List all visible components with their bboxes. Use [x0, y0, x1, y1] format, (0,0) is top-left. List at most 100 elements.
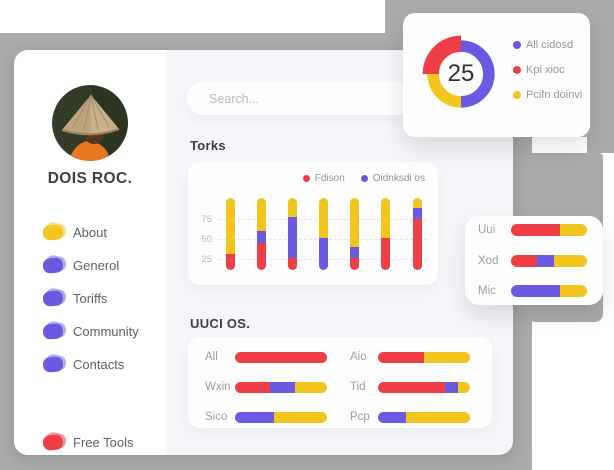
torks-legend: Fdison Oidnksdi os [302, 173, 425, 184]
stat-row: Sico [205, 411, 327, 423]
blob-icon [42, 287, 68, 307]
legend-label: All cidosd [526, 39, 574, 51]
stacked-bar [511, 224, 587, 236]
stacked-bar [511, 254, 587, 267]
torks-section-title: Torks [190, 138, 226, 153]
bar-segment-yellow [559, 224, 587, 236]
sidebar-item-label: Toriffs [73, 291, 108, 306]
blob-icon [42, 353, 68, 373]
stat-row-label: Wxin [205, 381, 231, 393]
y-axis-tick: 50 [201, 234, 212, 245]
donut-legend: All cidosd Kpi xioc Pcifn doinvi [513, 39, 582, 101]
bar-segment-purple [511, 285, 560, 297]
stacked-bar [235, 351, 327, 363]
bar-segment-purple [445, 381, 459, 393]
legend-item: Oidnksdi os [360, 173, 425, 184]
blob-icon [42, 221, 68, 241]
stat-row: Mic [478, 285, 590, 297]
bar-segment-yellow [350, 198, 360, 247]
stacked-bar [287, 198, 297, 270]
bar-segment-purple [287, 217, 297, 259]
bar-segment-red [378, 381, 446, 393]
avatar [52, 85, 128, 161]
sidebar-item-label: Contacts [73, 357, 125, 372]
sidebar-item-generol[interactable]: Generol [42, 249, 160, 282]
legend-dot-icon [513, 91, 521, 99]
stacked-bar [319, 198, 328, 270]
legend-dot-icon [513, 41, 521, 49]
stat-row: Xod [478, 254, 590, 267]
bar-segment-purple [378, 411, 406, 423]
bar-segment-red [235, 381, 270, 393]
stacked-bar [511, 285, 587, 297]
stat-row: Pcp [350, 411, 470, 423]
stat-row-label: Pcp [350, 411, 370, 423]
legend-label: Pcifn doinvi [526, 89, 583, 101]
stacked-bar [378, 381, 470, 393]
bar-segment-yellow [424, 351, 470, 363]
bar-segment-purple [256, 231, 266, 244]
legend-dot-icon [302, 175, 310, 182]
stat-row-label: Xod [478, 254, 499, 267]
sidebar-item-label: Community [73, 324, 139, 339]
stat-row-label: Aio [350, 351, 367, 363]
legend-item: Pcifn doinvi [513, 89, 582, 101]
bar-segment-red [350, 258, 360, 270]
bar-segment-yellow [287, 198, 297, 218]
sidebar-item-free-tools[interactable]: Free Tools [42, 426, 160, 459]
donut-rings [422, 35, 495, 108]
stat-row: Uui [478, 224, 590, 236]
bar-segment-purple [269, 381, 295, 393]
sidebar-item-toriffs[interactable]: Toriffs [42, 282, 160, 315]
stacked-bar [378, 411, 470, 423]
legend-dot-icon [360, 175, 368, 182]
sidebar-item-label: Generol [73, 258, 120, 273]
bar-segment-yellow [319, 198, 328, 239]
bar-segment-yellow [225, 198, 235, 255]
y-axis-tick: 75 [201, 214, 212, 225]
bar-segment-yellow [458, 381, 470, 393]
sidebar-item-community[interactable]: Community [42, 315, 160, 348]
stat-row-label: Sico [205, 411, 228, 423]
legend-label: Fdison [314, 173, 345, 184]
donut-chart: 25 [413, 26, 509, 122]
stat-row-label: Uui [478, 224, 496, 236]
legend-label: Kpi xioc [526, 64, 565, 76]
avatar-photo [52, 85, 128, 161]
uuci-section-title: UUCI OS. [190, 316, 251, 331]
sidebar-item-contacts[interactable]: Contacts [42, 348, 160, 381]
bar-segment-yellow [273, 411, 327, 423]
stacked-bar [256, 198, 266, 270]
torks-chart-card: Fdison Oidnksdi os 75 50 25 [188, 162, 438, 285]
sidebar-item-about[interactable]: About [42, 216, 160, 249]
mini-rows: Uui Xod Mic [478, 224, 590, 297]
blob-icon [42, 431, 68, 451]
blob-icon [42, 320, 68, 340]
stat-row-label: Tid [350, 381, 366, 393]
bar-segment-red [235, 351, 327, 363]
legend-item: Fdison [302, 173, 345, 184]
bar-segment-purple [319, 238, 328, 270]
legend-item: All cidosd [513, 39, 582, 51]
bar-segment-purple [412, 208, 422, 219]
legend-label: Oidnksdi os [372, 173, 425, 184]
bar-segment-yellow [294, 381, 327, 393]
stacked-bar [225, 198, 235, 270]
sidebar-item-label: About [73, 225, 107, 240]
bar-segment-red [225, 254, 235, 270]
uuci-chart-card: All Wxin Sico Aio Tid Pcp [188, 337, 492, 428]
sidebar-menu: About Generol Toriffs Community Contacts Free… [42, 216, 160, 459]
bar-segment-yellow [405, 411, 470, 423]
stacked-bar [235, 381, 327, 393]
bar-segment-purple [235, 411, 274, 423]
stat-row-label: Mic [478, 285, 496, 297]
bar-segment-red [511, 254, 537, 267]
bar-segment-yellow [553, 254, 587, 267]
mini-stats-card: Uui Xod Mic [465, 216, 603, 305]
stacked-bar [381, 198, 391, 270]
sidebar-item-label: Free Tools [73, 435, 134, 450]
uuci-left-column: All Wxin Sico [205, 351, 327, 423]
bar-segment-purple [350, 246, 360, 259]
